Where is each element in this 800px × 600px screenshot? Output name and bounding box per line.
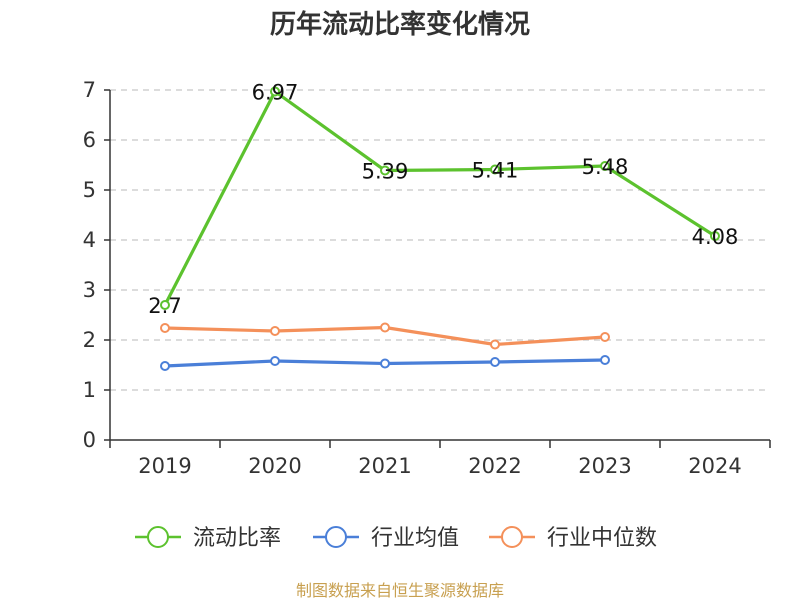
chart-title: 历年流动比率变化情况 (270, 9, 530, 40)
source-note: 制图数据来自恒生聚源数据库 (296, 581, 504, 600)
axes (104, 89, 771, 448)
y-tick-label: 0 (83, 428, 96, 452)
data-point[interactable] (380, 358, 390, 369)
data-label: 4.08 (692, 225, 739, 249)
data-point[interactable] (490, 357, 500, 367)
data-point[interactable] (380, 322, 390, 333)
data-label: 2.7 (148, 294, 181, 318)
data-point[interactable] (600, 355, 610, 365)
x-axis-ticks: 2019 2020 2021 2022 2023 2024 (138, 454, 741, 478)
data-point[interactable] (270, 356, 280, 366)
legend-label: 行业中位数 (547, 526, 657, 551)
x-tick-label: 2024 (688, 454, 741, 478)
legend-item[interactable]: 流动比率 (135, 526, 281, 551)
series-0: 2.7 6.97 5.39 5.41 5.48 4.08 (148, 81, 738, 319)
data-point[interactable] (270, 86, 280, 97)
legend-item[interactable]: 行业均值 (313, 526, 459, 551)
legend-label: 行业均值 (371, 526, 459, 551)
series-line (163, 89, 716, 306)
data-point[interactable] (160, 323, 170, 333)
x-tick-label: 2019 (138, 454, 191, 478)
y-tick-label: 4 (83, 228, 96, 252)
data-point[interactable] (490, 164, 500, 175)
series-2 (160, 322, 610, 350)
legend: 流动比率 行业均值 行业中位数 (135, 526, 657, 551)
data-label: 6.97 (252, 81, 299, 105)
data-point[interactable] (600, 332, 610, 342)
y-tick-label: 1 (83, 378, 96, 402)
legend-marker-icon (501, 526, 523, 548)
y-tick-label: 3 (83, 278, 96, 302)
data-point[interactable] (710, 231, 720, 241)
data-point[interactable] (270, 326, 280, 336)
grid-lines (110, 89, 770, 391)
y-axis-ticks: 0 1 2 3 4 5 6 7 (83, 78, 96, 452)
data-point[interactable] (490, 339, 500, 350)
data-point[interactable] (160, 361, 170, 371)
series-group: 2.7 6.97 5.39 5.41 5.48 4.08 (148, 81, 738, 371)
legend-item[interactable]: 行业中位数 (489, 526, 657, 551)
y-tick-label: 6 (83, 128, 96, 152)
data-label: 5.41 (472, 159, 519, 183)
x-tick-label: 2023 (578, 454, 631, 478)
data-point[interactable] (160, 300, 170, 310)
x-tick-label: 2020 (248, 454, 301, 478)
data-label: 5.48 (582, 155, 629, 179)
data-point[interactable] (600, 161, 610, 171)
x-tick-label: 2021 (358, 454, 411, 478)
legend-marker-icon (325, 526, 347, 548)
legend-marker-icon (147, 526, 169, 548)
x-tick-label: 2022 (468, 454, 521, 478)
legend-label: 流动比率 (193, 526, 281, 551)
data-point[interactable] (380, 165, 390, 176)
y-tick-label: 2 (83, 328, 96, 352)
series-1 (160, 355, 610, 371)
data-label: 5.39 (362, 160, 409, 184)
y-tick-label: 7 (83, 78, 96, 102)
y-tick-label: 5 (83, 178, 96, 202)
